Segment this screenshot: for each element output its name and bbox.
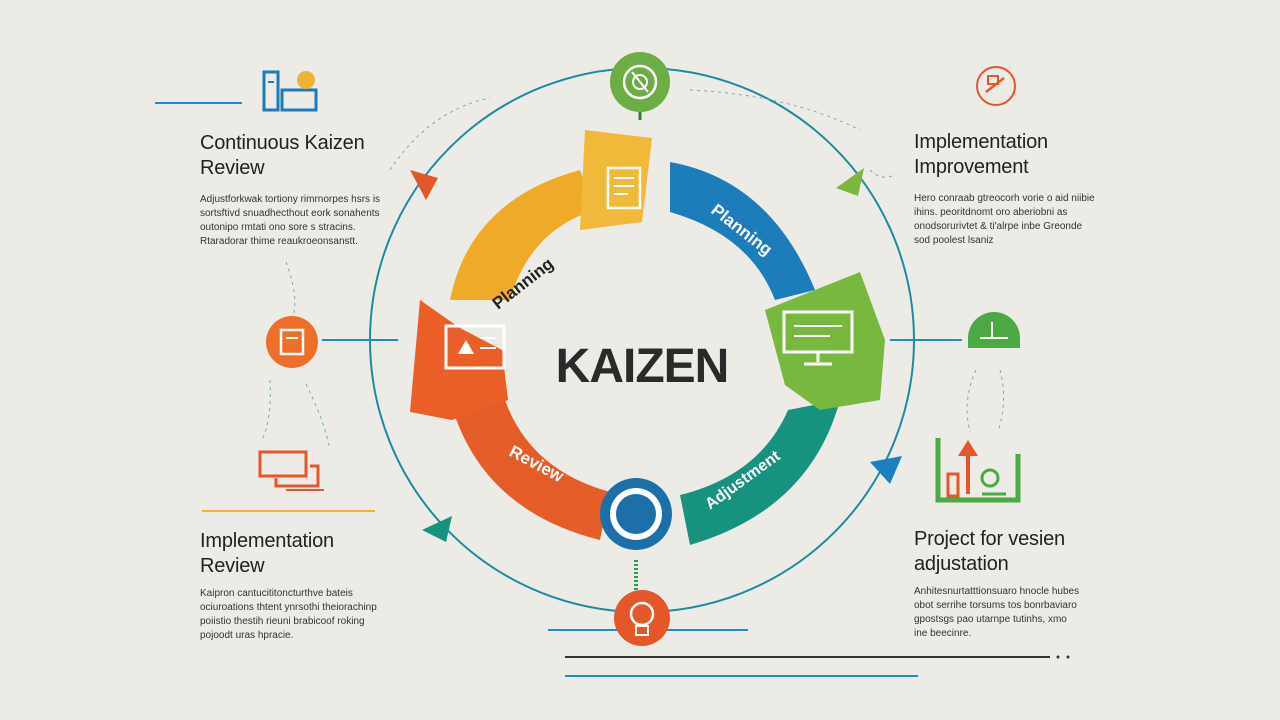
block-text-line: ihins. peoritdnomt oro aberiobni as [914, 207, 1068, 218]
block-top-left: Continuous Kaizen Review Adjustforkwak t… [200, 131, 400, 249]
block-text-line: onodsorurivtet & ti'alrpe inbe Greonde [914, 221, 1083, 232]
cycle-arrowhead-review [410, 300, 508, 420]
block-text-line: Kaipron cantucititoncturthve bateis [200, 588, 353, 599]
target-lightbulb-icon [622, 64, 658, 100]
block-title-line2: Improvement [914, 156, 1029, 178]
cycle-segment-adjustment [680, 400, 840, 545]
block-title-line2: Review [200, 157, 265, 179]
node-left [266, 316, 318, 368]
block-text-line: sortsftivd snuadhecthout eork sonahents [200, 208, 380, 219]
block-title-line2: Review [200, 555, 265, 577]
block-text-line: Adjustforkwak tortiony rimrnorpes hsrs i… [200, 194, 381, 205]
block-title-line1: Continuous Kaizen [200, 132, 365, 154]
node-right [968, 312, 1020, 348]
block-text-line: ine beecinre. [914, 628, 972, 639]
cycle-segment-planning-2 [670, 162, 815, 300]
block-text-line: obot serrihe torsums tos bonrbaviaro [914, 600, 1077, 611]
block-text-line: ociuroations thtent ynrsothi theiorachin… [200, 602, 377, 613]
center-label: KAIZEN [556, 340, 729, 393]
block-title-line1: Implementation [200, 530, 334, 552]
panel-icon [444, 324, 506, 370]
monitor-icon [782, 310, 854, 366]
block-text-line: pojoodt uras hpracie. [200, 630, 294, 641]
ring-arrow-orange [410, 170, 438, 200]
block-text-line: Rtaradorar thime reaukroeonsanstt. [200, 236, 358, 247]
block-text-line: poiistio thestih rieuni brabicoof roking [200, 616, 365, 627]
node-top [610, 52, 670, 112]
document-icon [606, 166, 642, 210]
cycle-arrowhead-right [765, 272, 885, 410]
kaizen-cycle: Planning Planning Adjustment Review KAIZ… [410, 130, 885, 545]
cycle-arrowhead-planning-1 [580, 130, 652, 230]
node-center-bottom [600, 478, 672, 550]
chart-icon [980, 322, 1008, 339]
ring-arrow-blue [870, 456, 902, 484]
cycle-segment-review [450, 400, 610, 540]
cycle-segment-planning-1 [450, 170, 595, 300]
documents-clock-icon [262, 70, 318, 112]
gear-lightbulb-icon [629, 601, 655, 636]
ring-arrow-green [836, 168, 864, 196]
node-bottom [614, 590, 670, 646]
block-text-line: outonipo rmtati ono sore s stracins. [200, 222, 356, 233]
growth-chart-icon [935, 438, 1021, 503]
screens-icon [258, 450, 324, 491]
block-bottom-right: Project for vesien adjustation Anhitesnu… [914, 527, 1114, 641]
block-top-right: Implementation Improvement Hero conraab … [914, 130, 1114, 248]
block-title-line1: Project for vesien [914, 528, 1065, 550]
block-title-line1: Implementation [914, 131, 1048, 153]
block-text-line: Hero conraab gtreocorh vorie o aid niibi… [914, 193, 1095, 204]
block-text-line: Anhitesnurtatttionsuaro hnocle hubes [914, 586, 1080, 597]
documents-icon [279, 328, 305, 356]
block-text-line: sod poolest lsaniz [914, 235, 994, 246]
block-text-line: gpostsgs pao utarnpe tutinhs, xmo [914, 614, 1067, 625]
tools-icon [976, 66, 1016, 106]
ring-arrow-teal [422, 516, 452, 542]
block-bottom-left: Implementation Review Kaipron cantucitit… [200, 529, 400, 643]
block-title-line2: adjustation [914, 553, 1009, 575]
